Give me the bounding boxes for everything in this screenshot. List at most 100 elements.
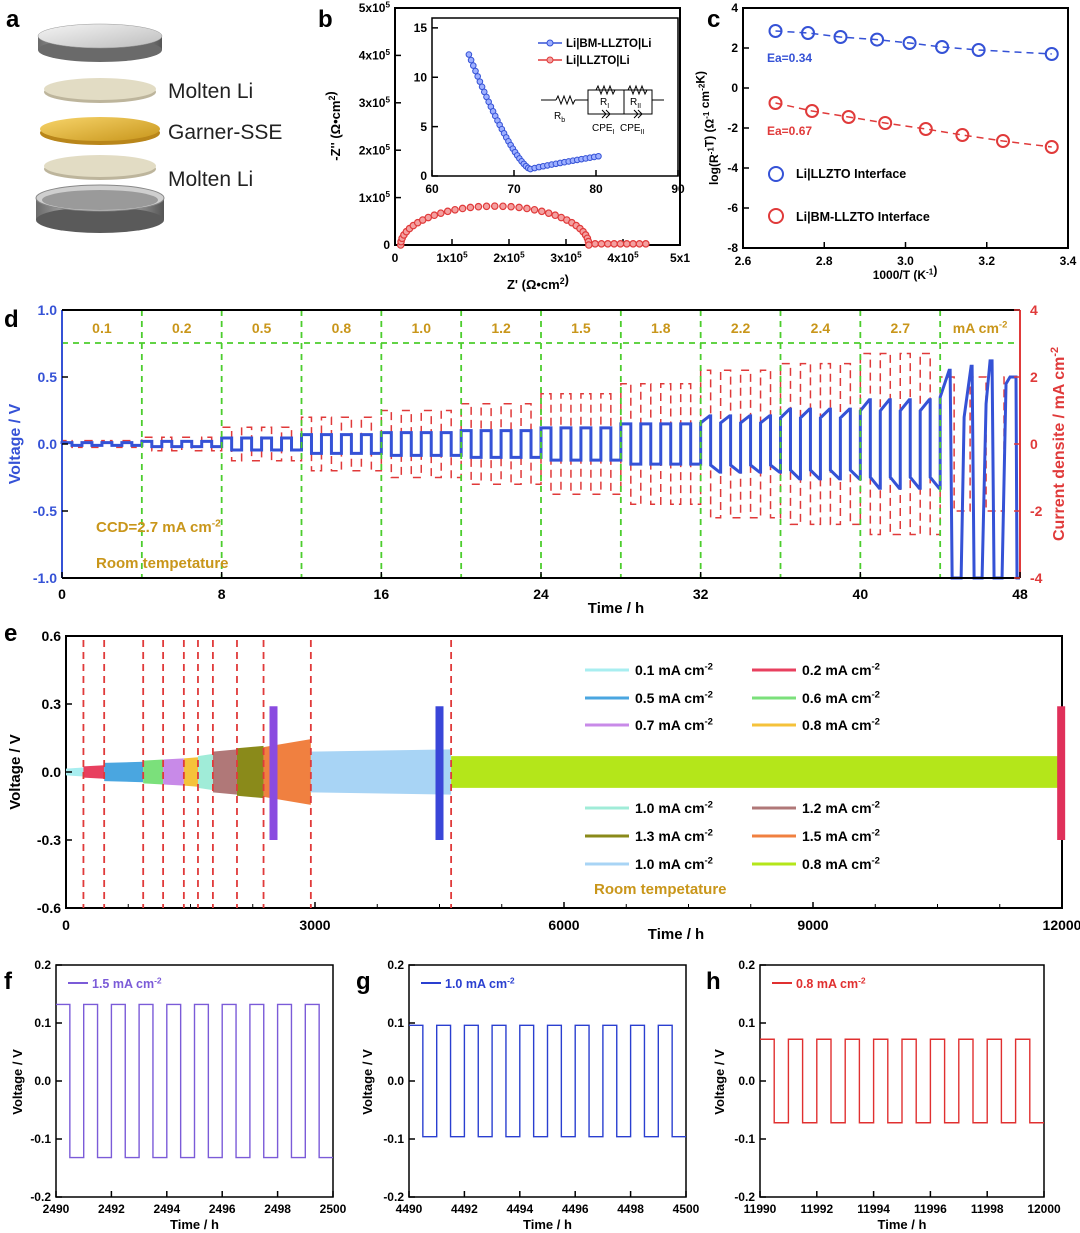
circuit-rb-resistor <box>555 94 576 106</box>
eis-inset-ytick-label: 10 <box>414 70 428 84</box>
zoom-g-voltage-trace <box>409 1024 686 1138</box>
llzto-eis-point <box>544 209 553 217</box>
current-step-label: 1.0 <box>412 320 432 336</box>
cycling-d-xtick-label: 24 <box>533 586 549 602</box>
llzto-eis-point <box>622 240 631 248</box>
cycling-d-xtick-label: 48 <box>1012 586 1028 602</box>
panel-e-label: e <box>4 620 18 647</box>
arrhenius-point-0 <box>902 36 917 50</box>
llzto-eis-point <box>466 203 475 212</box>
voltage-band-0 <box>66 767 84 777</box>
zoom-f-xtick-label: 2494 <box>153 1202 180 1216</box>
llzto-eis-point <box>451 205 459 214</box>
eis-ytick-label: 1x105 <box>359 190 391 205</box>
legend-band-label: 0.2 mA cm-2 <box>802 662 880 678</box>
llzto-eis-point <box>482 202 491 211</box>
cycling-d-y2tick-label: 0 <box>1030 436 1038 452</box>
legend-llzto-interface-label: Li|LLZTO Interface <box>796 167 906 181</box>
steel-cap-top <box>37 23 163 62</box>
zoom-g-ytick-label: -0.1 <box>383 1132 404 1146</box>
eis-x-axis-title: Z' (Ω•cm2) <box>507 272 569 292</box>
legend-band-label: 1.3 mA cm-2 <box>635 828 713 844</box>
zoom-g-xtick-label: 4496 <box>562 1202 589 1216</box>
current-step-label: 0.2 <box>172 320 192 336</box>
legend-band-label: 1.0 mA cm-2 <box>635 856 713 872</box>
eis-inset-xtick-label: 70 <box>507 182 521 196</box>
legend-bm-llzto-marker <box>546 39 554 47</box>
cycling-d-y2tick-label: -4 <box>1030 570 1043 586</box>
current-unit-label: mA cm-2 <box>953 320 1008 336</box>
voltage-band-7 <box>212 749 237 795</box>
eis-xtick-label: 2x105 <box>493 250 525 265</box>
llzto-eis-point <box>641 240 650 248</box>
cycling-d-xtick-label: 32 <box>693 586 709 602</box>
llzto-eis-point <box>610 240 618 248</box>
llzto-eis-point <box>603 240 612 248</box>
panel-a-label: a <box>6 6 20 33</box>
bm-llzto-eis-point <box>472 67 479 75</box>
arrhenius-ytick-label: -8 <box>727 241 738 255</box>
bm-llzto-eis-point <box>467 56 475 64</box>
llzto-eis-point <box>584 241 593 249</box>
zoom-g-xtick-label: 4490 <box>396 1202 423 1216</box>
zoom-f-xtick-label: 2492 <box>98 1202 125 1216</box>
zoom-h-legend-label: 0.8 mA cm-2 <box>796 975 866 991</box>
zoom-h-xtick-label: 11996 <box>914 1202 947 1216</box>
arrhenius-xtick-label: 3.0 <box>897 254 914 268</box>
arrhenius-xtick-label: 2.6 <box>735 254 752 268</box>
eis-xtick-label: 3x105 <box>550 250 582 265</box>
long-cycling-xtick-label: 9000 <box>797 917 828 933</box>
zoom-f-ytick-label: -0.1 <box>30 1132 51 1146</box>
zoom-h-voltage-trace <box>760 1038 1044 1124</box>
layer-label-molten-li-bottom: Molten Li <box>168 168 254 191</box>
arrhenius-point-1 <box>1044 140 1059 154</box>
legend-band-label: 0.1 mA cm-2 <box>635 662 713 678</box>
legend-llzto-marker <box>546 56 554 64</box>
ea-label-llzto: Ea=0.34 <box>767 51 812 65</box>
eis-ytick-label: 5x105 <box>359 1 391 16</box>
cycling-d-xtick-label: 0 <box>58 586 66 602</box>
long-cycling-ytick-label: 0.3 <box>42 696 62 712</box>
arrhenius-xtick-label: 2.8 <box>816 254 833 268</box>
eis-plot-frame <box>394 7 681 246</box>
llzto-eis-point <box>458 204 467 213</box>
legend-band-label: 1.0 mA cm-2 <box>635 800 713 816</box>
arrhenius-ytick-label: 2 <box>731 41 738 55</box>
zoom-f-voltage-trace <box>56 1003 333 1159</box>
arrhenius-point-0 <box>768 24 783 38</box>
eis-inset-xtick-label: 60 <box>425 182 439 196</box>
arrhenius-point-1 <box>768 96 783 110</box>
arrhenius-point-0 <box>935 40 950 54</box>
voltage-band-11 <box>451 756 1062 788</box>
cycling-d-xtick-label: 40 <box>853 586 869 602</box>
current-step-label: 2.4 <box>811 320 831 336</box>
long-cycling-xtick-label: 0 <box>62 917 70 933</box>
legend-bm-llzto-label: Li|BM-LLZTO|Li <box>566 38 651 50</box>
panel-f-label: f <box>4 968 12 995</box>
legend-band-label: 0.6 mA cm-2 <box>802 690 880 706</box>
voltage-band-3 <box>143 759 164 785</box>
zoom-h-ytick-label: 0.1 <box>738 1016 755 1030</box>
current-step-label: 0.8 <box>332 320 352 336</box>
bm-llzto-eis-point <box>595 152 602 160</box>
voltage-band-8 <box>236 745 264 799</box>
current-step-label: 1.8 <box>651 320 671 336</box>
arrhenius-fit-line-0 <box>775 30 1052 55</box>
zoom-g-ytick-label: -0.2 <box>383 1190 404 1204</box>
llzto-eis-point <box>530 205 539 214</box>
arrhenius-point-1 <box>955 128 970 142</box>
current-step-label: 2.7 <box>891 320 911 336</box>
arrhenius-fit-line-1 <box>775 102 1052 148</box>
layer-stack-illustration <box>35 23 165 233</box>
arrhenius-ytick-label: 0 <box>731 81 738 95</box>
zoom-h-x-axis-title: Time / h <box>878 1217 927 1232</box>
long-cycling-xtick-label: 3000 <box>299 917 330 933</box>
molten-li-disc-top <box>44 78 156 103</box>
llzto-eis-point <box>499 202 507 211</box>
zoom-h-ytick-label: 0.2 <box>738 958 755 972</box>
zoom-h-ytick-label: 0.0 <box>738 1074 755 1088</box>
llzto-eis-point <box>537 207 546 216</box>
long-cycling-y-axis-title: Voltage / V <box>7 734 24 810</box>
zoom-h-y-axis-title: Voltage / V <box>712 1049 727 1115</box>
eis-inset-ytick-label: 15 <box>414 21 428 35</box>
